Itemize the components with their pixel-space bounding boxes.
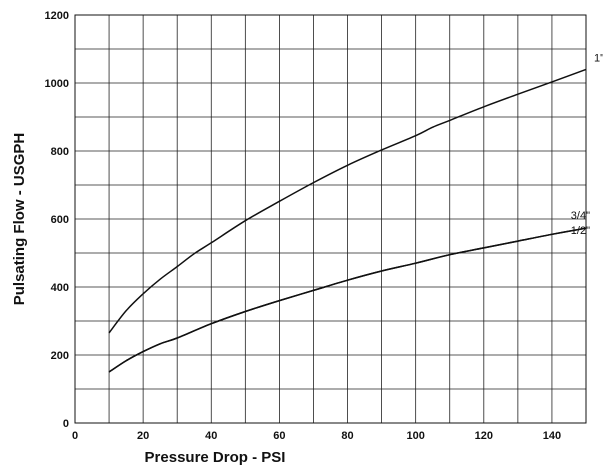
plot-frame <box>74 14 587 424</box>
series-line-0 <box>108 68 587 334</box>
series-label: 3/4" <box>571 210 590 222</box>
series-line-2 <box>108 227 587 373</box>
tick-labels: 0 20 40 60 80 100 120 140 0 200 400 600 800 1000 1200 <box>45 10 562 442</box>
series-labels: 1" 3/4" 1/2" <box>571 52 603 237</box>
y-tick-label: 400 <box>51 282 69 294</box>
grid-layer <box>75 15 586 423</box>
y-tick-label: 0 <box>63 418 69 430</box>
x-tick-label: 40 <box>205 430 217 442</box>
series-curves <box>108 68 587 373</box>
y-tick-label: 1000 <box>45 78 69 90</box>
series-label: 1" <box>594 52 603 64</box>
y-tick-label: 800 <box>51 146 69 158</box>
y-tick-label: 200 <box>51 350 69 362</box>
x-tick-label: 80 <box>341 430 353 442</box>
x-tick-label: 140 <box>543 430 561 442</box>
x-axis-title: Pressure Drop - PSI <box>145 449 286 466</box>
x-tick-label: 0 <box>72 430 78 442</box>
y-tick-label: 1200 <box>45 10 69 22</box>
y-axis-title: Pulsating Flow - USGPH <box>11 133 28 306</box>
series-label: 1/2" <box>571 225 590 237</box>
x-tick-label: 20 <box>137 430 149 442</box>
y-tick-label: 600 <box>51 214 69 226</box>
x-tick-label: 120 <box>475 430 493 442</box>
x-tick-label: 60 <box>273 430 285 442</box>
x-tick-label: 100 <box>406 430 424 442</box>
